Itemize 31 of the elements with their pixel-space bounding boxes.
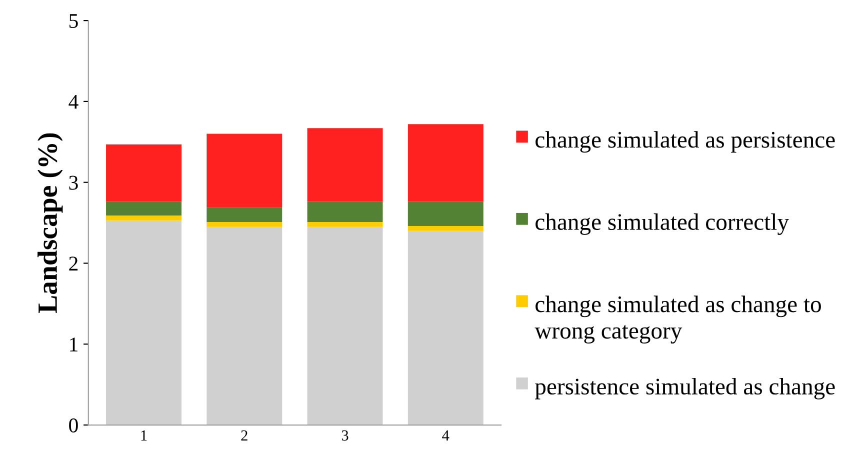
- y-tick-label: 2: [69, 256, 78, 270]
- bar: [408, 230, 484, 426]
- x-tick-label: 2: [241, 430, 248, 440]
- y-axis-title: Landscape (%): [38, 133, 63, 313]
- bar: [408, 124, 484, 202]
- y-tick-label: 4: [68, 94, 78, 109]
- bar: [206, 226, 282, 426]
- x-tick-label: 4: [442, 430, 450, 440]
- x-tick-label: 3: [342, 430, 348, 441]
- bar: [206, 222, 282, 227]
- bar: [307, 226, 383, 426]
- legend-label: change simulated correctly: [536, 213, 789, 235]
- x-tick-label: 1: [141, 430, 147, 440]
- bar: [106, 144, 182, 202]
- bar: [408, 226, 484, 231]
- y-tick-label: 5: [69, 14, 78, 28]
- legend-label: change simulated as persistence: [536, 131, 835, 153]
- legend-label: change simulated as change to wrong category: [534, 296, 821, 344]
- bar: [106, 202, 182, 216]
- bar: [106, 220, 182, 426]
- bar: [106, 216, 182, 220]
- y-tick-label: 0: [69, 418, 78, 432]
- y-tick-label: 3: [69, 176, 78, 190]
- bar: [206, 207, 282, 222]
- legend-label: persistence simulated as change: [535, 378, 835, 400]
- bar: [408, 202, 484, 226]
- y-tick-label: 1: [70, 338, 78, 352]
- bar: [307, 222, 383, 227]
- bar: [206, 134, 282, 208]
- bar: [307, 128, 383, 202]
- bar: [307, 202, 383, 222]
